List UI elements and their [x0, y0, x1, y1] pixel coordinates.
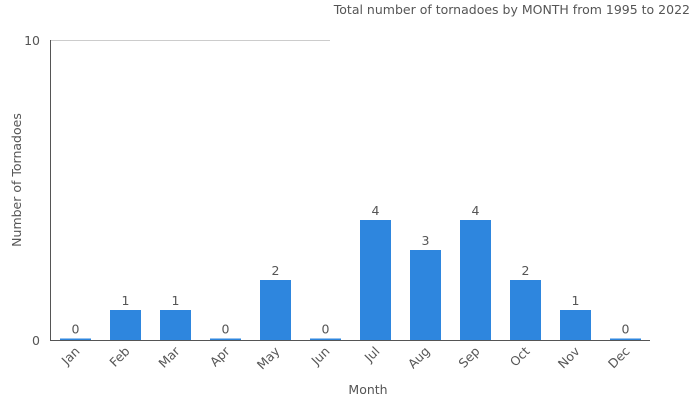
data-label: 1 [572, 293, 580, 308]
x-tick-label: Feb [106, 343, 132, 369]
bar-nov [560, 310, 591, 340]
x-tick-label: Jul [361, 344, 383, 366]
bar-feb [110, 310, 141, 340]
bar-oct [510, 280, 541, 340]
y-tick-label: 0 [32, 333, 40, 348]
y-axis-label: Number of Tornadoes [9, 113, 24, 247]
x-tick-label: Sep [455, 343, 482, 370]
bar-sep [460, 220, 491, 340]
data-label: 3 [422, 233, 430, 248]
x-tick-label: Nov [555, 343, 583, 371]
chart-title: Total number of tornadoes by MONTH from … [333, 2, 690, 17]
bar-dec [610, 338, 641, 340]
data-label: 0 [322, 322, 330, 337]
x-tick-label: Aug [405, 344, 433, 372]
data-label: 4 [472, 203, 480, 218]
bar-jul [360, 220, 391, 340]
data-label: 2 [272, 263, 280, 278]
x-tick-label: Oct [507, 343, 533, 369]
data-label: 0 [72, 322, 80, 337]
bar-apr [210, 338, 241, 340]
x-tick-label: Jan [58, 344, 83, 369]
data-label: 0 [622, 322, 630, 337]
x-tick-label: Mar [155, 343, 183, 371]
bar-jun [310, 338, 341, 340]
data-label: 4 [372, 203, 380, 218]
bar-aug [410, 250, 441, 340]
bar-may [260, 280, 291, 340]
x-tick-label: Apr [207, 343, 234, 370]
y-tick-label: 10 [24, 33, 40, 48]
data-label: 1 [122, 293, 130, 308]
bar-mar [160, 310, 191, 340]
data-label: 0 [222, 322, 230, 337]
x-tick-label: Dec [605, 343, 633, 371]
data-label: 2 [522, 263, 530, 278]
x-tick-label: Jun [307, 344, 332, 369]
bar-jan [60, 338, 91, 340]
x-axis-label: Month [348, 382, 387, 397]
data-label: 1 [172, 293, 180, 308]
x-tick-label: May [254, 343, 283, 372]
